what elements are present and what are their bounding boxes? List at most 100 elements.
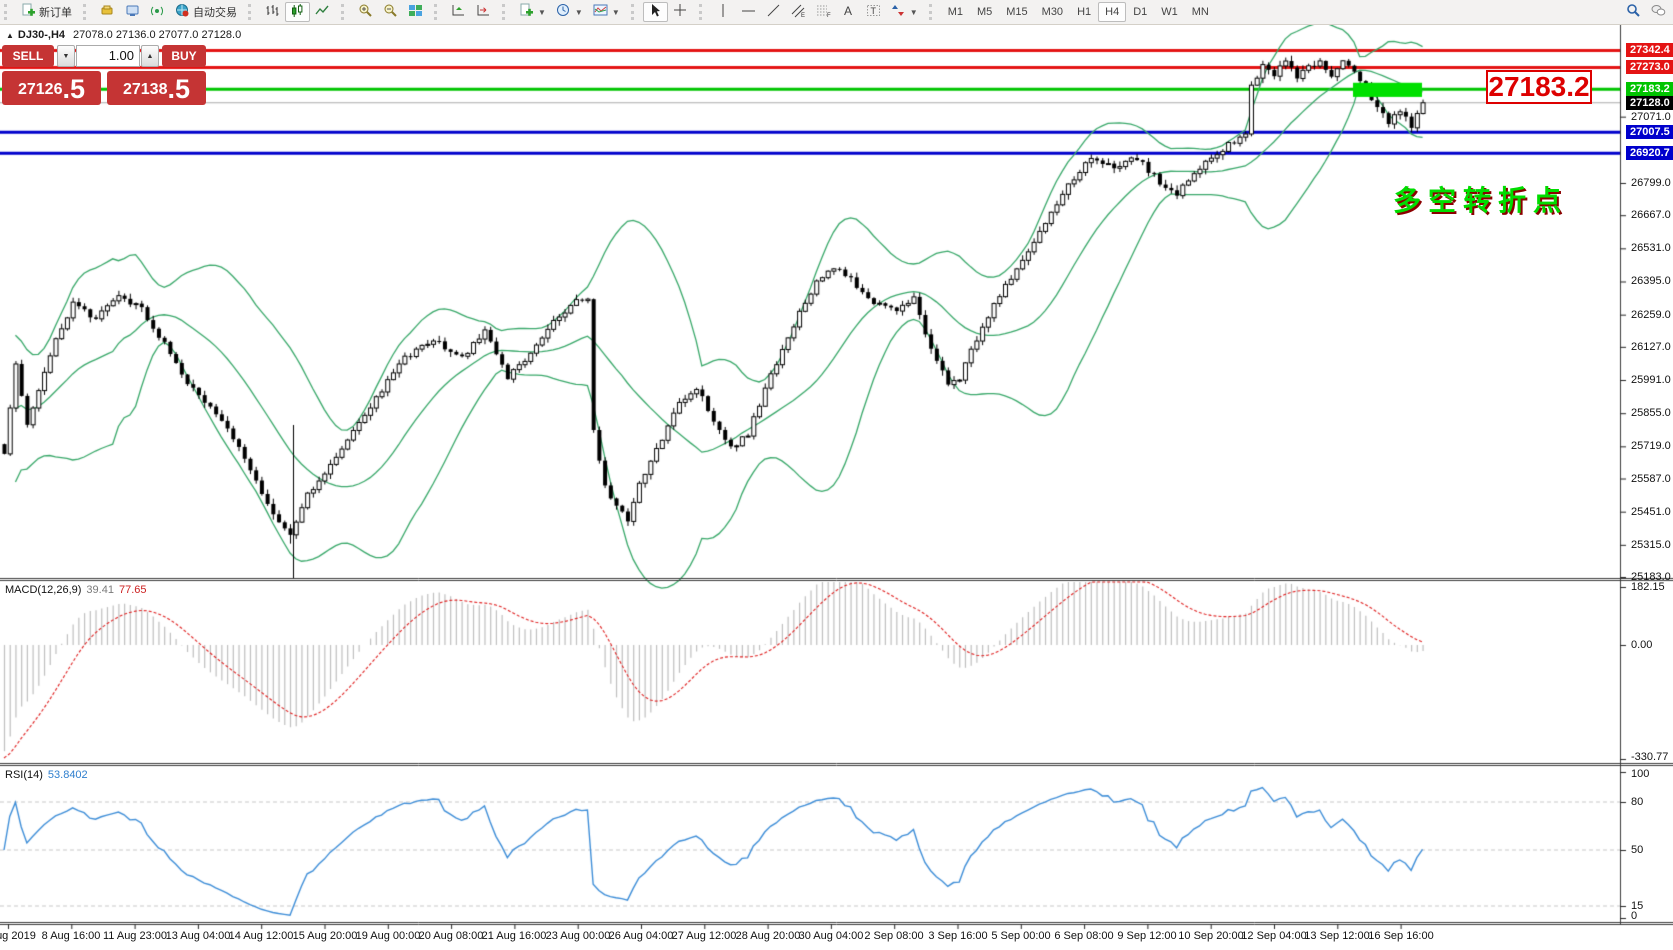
- price-tick-label: 26531.0: [1631, 242, 1671, 254]
- time-tick-label: 19 Aug 00:00: [355, 930, 421, 942]
- auto-scroll-icon: [451, 3, 466, 21]
- rsi-tick-label: 0: [1631, 910, 1638, 922]
- sell-button[interactable]: SELL: [2, 45, 54, 67]
- auto-scroll-button[interactable]: [446, 2, 471, 22]
- layouts-icon: [100, 3, 115, 21]
- volume-increase-button[interactable]: ▲: [141, 45, 159, 67]
- price-tick-label: 25315.0: [1631, 539, 1671, 551]
- dropdown-caret-icon: ▼: [574, 7, 583, 17]
- indicators-button[interactable]: ▼: [588, 2, 625, 22]
- price-line-badge: 27183.2: [1626, 82, 1673, 96]
- price-tick-label: 26667.0: [1631, 209, 1671, 221]
- chart-shift-button[interactable]: [471, 2, 496, 22]
- time-tick-label: 30 Aug 04:00: [798, 930, 864, 942]
- toolbar-group-handle: [502, 4, 508, 20]
- price-tick-label: 27071.0: [1631, 111, 1671, 123]
- price-line-badge: 27128.0: [1626, 96, 1673, 110]
- trendline-button[interactable]: [761, 2, 786, 22]
- periods-button[interactable]: ▼: [551, 2, 588, 22]
- cursor-button[interactable]: [642, 2, 668, 22]
- layouts-button[interactable]: [95, 2, 120, 22]
- auto-trading-button-label: 自动交易: [193, 7, 237, 19]
- fibonacci-icon: F: [816, 3, 831, 21]
- new-order-icon: [21, 3, 36, 21]
- equidistant-channel-button[interactable]: E: [786, 2, 811, 22]
- new-order-button[interactable]: 新订单: [16, 2, 77, 22]
- price-line-badge: 26920.7: [1626, 146, 1673, 160]
- equidistant-channel-icon: E: [791, 3, 806, 21]
- price-tick-label: 26127.0: [1631, 341, 1671, 353]
- new-chart-button[interactable]: ▼: [514, 2, 551, 22]
- chat-icon: [1651, 3, 1666, 21]
- tile-windows-button[interactable]: [403, 2, 428, 22]
- arrows-button[interactable]: ▼: [886, 2, 923, 22]
- market-window-icon: [125, 3, 140, 21]
- text-button[interactable]: A: [836, 2, 861, 22]
- timeframe-mn-button[interactable]: MN: [1191, 6, 1209, 18]
- time-tick-label: 5 Sep 00:00: [991, 930, 1051, 942]
- text-label-button[interactable]: T: [861, 2, 886, 22]
- sell-price-frac: .5: [62, 74, 86, 104]
- volume-decrease-button[interactable]: ▼: [57, 45, 75, 67]
- macd-name: MACD(12,26,9): [5, 584, 82, 596]
- price-callout-box[interactable]: 27183.2: [1486, 70, 1592, 104]
- time-tick-label: 16 Sep 16:00: [1368, 930, 1434, 942]
- signal-button[interactable]: [145, 2, 170, 22]
- buy-button[interactable]: BUY: [162, 45, 206, 67]
- candlestick-chart-icon: [290, 3, 305, 21]
- timeframe-m5-button[interactable]: M5: [976, 6, 993, 18]
- toolbar: 新订单 自动交易 ▼ ▼ ▼ E F A T ▼ M1 M5 M15 M30 H1 H4 D1 W1 MN: [0, 0, 1673, 25]
- timeframe-m1-button[interactable]: M1: [947, 6, 963, 18]
- zoom-in-button[interactable]: [353, 2, 378, 22]
- search-button[interactable]: [1621, 2, 1646, 22]
- fibonacci-button[interactable]: F: [811, 2, 836, 22]
- volume-input[interactable]: 1.00: [76, 45, 140, 67]
- chart-canvas[interactable]: [0, 24, 1673, 950]
- rsi-tick-label: 15: [1631, 900, 1644, 912]
- bar-chart-button[interactable]: [260, 2, 285, 22]
- dropdown-caret-icon: ▼: [538, 7, 546, 17]
- timeframe-m30-button[interactable]: M30: [1041, 6, 1064, 18]
- toolbar-group-handle: [4, 4, 10, 20]
- time-tick-label: 14 Aug 12:00: [228, 930, 294, 942]
- vertical-line-button[interactable]: [711, 2, 736, 22]
- rsi-value: 53.8402: [47, 769, 88, 781]
- toolbar-group-handle: [434, 4, 440, 20]
- timeframe-h1-button[interactable]: H1: [1077, 6, 1092, 18]
- macd-main-value: 39.41: [86, 584, 114, 596]
- timeframe-d1-button[interactable]: D1: [1133, 6, 1148, 18]
- chat-button[interactable]: [1646, 2, 1671, 22]
- price-tick-label: 25587.0: [1631, 473, 1671, 485]
- time-tick-label: 15 Aug 20:00: [292, 930, 358, 942]
- toolbar-group-handle: [248, 4, 254, 20]
- tile-windows-icon: [408, 3, 423, 21]
- svg-text:E: E: [801, 13, 805, 18]
- time-tick-label: 10 Sep 20:00: [1178, 930, 1244, 942]
- line-chart-button[interactable]: [310, 2, 335, 22]
- macd-label: MACD(12,26,9) 39.41 77.65: [5, 584, 146, 596]
- horizontal-line-button[interactable]: [736, 2, 761, 22]
- rsi-name: RSI(14): [5, 769, 43, 781]
- price-tick-label: 25183.0: [1631, 571, 1671, 583]
- auto-trading-button[interactable]: 自动交易: [170, 2, 242, 22]
- zoom-out-button[interactable]: [378, 2, 403, 22]
- timeframe-m15-button[interactable]: M15: [1006, 6, 1028, 18]
- market-window-button[interactable]: [120, 2, 145, 22]
- price-tick-label: 25451.0: [1631, 506, 1671, 518]
- macd-tick-label: 182.15: [1631, 581, 1665, 593]
- time-tick-label: 11 Aug 23:00: [102, 930, 168, 942]
- collapse-panel-icon[interactable]: ▲: [6, 31, 14, 40]
- toolbar-group-handle: [928, 4, 935, 20]
- auto-trading-icon: [175, 3, 190, 21]
- time-tick-label: 12 Sep 04:00: [1241, 930, 1307, 942]
- timeframe-w1-button[interactable]: W1: [1161, 6, 1178, 18]
- time-tick-label: 23 Aug 00:00: [545, 930, 611, 942]
- buy-price-box[interactable]: 27138.5: [107, 71, 206, 105]
- svg-text:F: F: [827, 13, 831, 18]
- crosshair-button[interactable]: [668, 2, 693, 22]
- time-tick-label: 7 Aug 2019: [0, 930, 36, 942]
- timeframe-h4-button[interactable]: H4: [1098, 2, 1127, 22]
- sell-price-box[interactable]: 27126.5: [2, 71, 101, 105]
- candlestick-chart-button[interactable]: [285, 2, 310, 22]
- symbol-header[interactable]: ▲ DJ30-,H4 27078.0 27136.0 27077.0 27128.0: [6, 29, 241, 41]
